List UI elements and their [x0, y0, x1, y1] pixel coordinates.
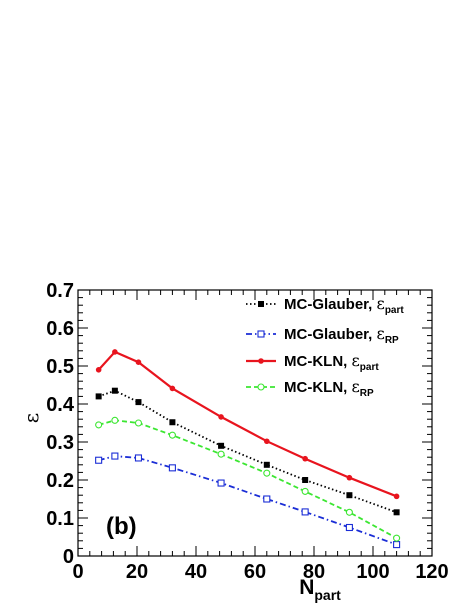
y-tick-label: 0.3: [46, 432, 74, 454]
y-axis-title: ε: [19, 413, 43, 423]
data-point: [264, 438, 270, 445]
x-tick-label: 0: [72, 561, 83, 583]
y-tick-label: 0.1: [46, 508, 74, 530]
legend-label-symbol: ε: [352, 351, 360, 370]
x-axis-ticks: 0 20 40 60 80 100 120: [72, 290, 449, 583]
x-axis-title-sub: part: [314, 587, 341, 603]
legend-entry: MC-Glauber, εpart: [246, 294, 404, 316]
data-point: [393, 541, 401, 549]
legend-label: MC-Glauber, εRP: [284, 324, 399, 346]
legend-label-sub: RP: [360, 388, 374, 399]
data-point: [302, 455, 308, 462]
x-tick-label: 20: [126, 561, 148, 583]
legend-marker: [257, 330, 265, 338]
data-point: [218, 442, 225, 449]
data-point: [393, 534, 401, 542]
x-tick-label: 100: [356, 561, 389, 583]
series-3: [95, 349, 400, 500]
y-axis-ticks: 0 0.1 0.2 0.3 0.4 0.5 0.6 0.7: [46, 280, 432, 568]
legend-label-main: MC-KLN,: [284, 379, 352, 396]
x-tick-label: 40: [185, 561, 207, 583]
series-layer: [95, 349, 401, 549]
data-point: [135, 359, 142, 366]
x-tick-label: 60: [244, 561, 266, 583]
legend-label-sub: RP: [385, 335, 399, 346]
legend-label-symbol: ε: [352, 377, 360, 396]
data-point: [346, 474, 353, 481]
legend-label-symbol: ε: [377, 324, 385, 343]
data-point: [217, 450, 225, 458]
data-point: [95, 393, 102, 400]
data-point: [169, 385, 176, 392]
data-point: [301, 508, 309, 516]
legend-label-main: MC-Glauber,: [284, 296, 377, 313]
data-point: [112, 349, 118, 355]
series-4: [95, 416, 401, 542]
series-line: [97, 350, 398, 498]
data-point: [346, 492, 353, 499]
y-tick-label: 0.5: [46, 356, 74, 378]
legend-label: MC-KLN, εpart: [284, 351, 379, 373]
legend-entry: MC-KLN, εpart: [246, 351, 379, 373]
x-axis-title: Npart: [299, 576, 341, 603]
data-point: [169, 419, 176, 426]
legend-marker: [258, 301, 264, 307]
legend-marker: [257, 383, 265, 391]
data-point: [393, 493, 400, 500]
data-point: [111, 416, 119, 424]
data-point: [218, 414, 224, 420]
data-point: [168, 431, 176, 439]
panel-label: (b): [106, 513, 137, 540]
x-axis-title-main: N: [299, 576, 314, 599]
data-point: [95, 367, 102, 373]
legend-label-sub: part: [385, 305, 405, 316]
legend-label: MC-Glauber, εpart: [284, 294, 404, 316]
data-point: [111, 452, 119, 460]
y-tick-label: 0.4: [46, 394, 75, 416]
data-point: [217, 479, 225, 487]
data-point: [95, 421, 103, 429]
legend-label-sub: part: [360, 362, 380, 373]
y-tick-label: 0.7: [46, 280, 74, 302]
x-tick-label: 120: [415, 561, 448, 583]
data-point: [393, 509, 400, 516]
data-point: [134, 454, 143, 462]
legend-marker: [258, 358, 264, 364]
legend-label-symbol: ε: [377, 294, 385, 313]
data-point: [135, 399, 142, 406]
data-point: [134, 419, 143, 427]
data-point: [302, 477, 309, 483]
data-point: [111, 387, 118, 394]
legend-label-main: MC-Glauber,: [284, 326, 377, 343]
x-tick-label: 80: [303, 561, 325, 583]
data-point: [301, 487, 309, 495]
legend-label-main: MC-KLN,: [284, 353, 352, 370]
legend-label: MC-KLN, εRP: [284, 377, 374, 399]
legend-entry: MC-KLN, εRP: [246, 377, 374, 399]
y-tick-label: 0.2: [46, 470, 74, 492]
series-2: [95, 452, 401, 549]
data-point: [345, 508, 353, 516]
y-tick-label: 0: [63, 546, 74, 568]
legend-entry: MC-Glauber, εRP: [246, 324, 399, 346]
data-point: [95, 456, 103, 464]
data-point: [168, 464, 176, 472]
data-point: [263, 495, 271, 503]
data-point: [263, 461, 270, 468]
series-1: [95, 387, 400, 516]
series-line: [98, 455, 397, 546]
data-point: [345, 523, 353, 532]
y-tick-label: 0.6: [46, 318, 74, 340]
data-point: [263, 469, 271, 477]
